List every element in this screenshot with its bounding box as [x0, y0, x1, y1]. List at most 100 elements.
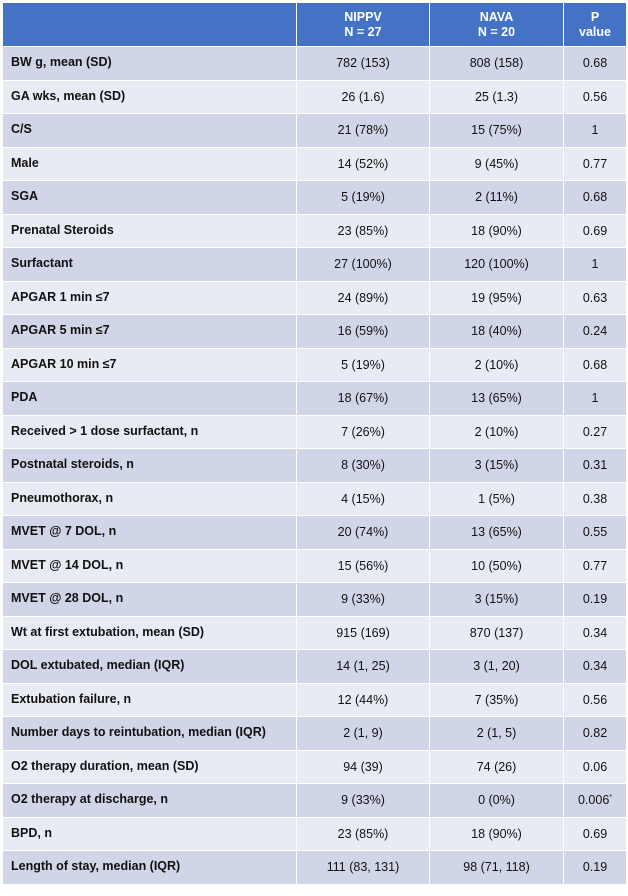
p-value-text: 0.77 — [582, 558, 608, 573]
row-label: SGA — [2, 180, 297, 215]
row-label: Surfactant — [2, 247, 297, 282]
nippv-cell: 23 (85%) — [296, 816, 430, 851]
row-label: DOL extubated, median (IQR) — [2, 649, 297, 684]
table-row: Male 14 (52%) 9 (45%) 0.77 — [2, 146, 627, 181]
table-row: Surfactant 27 (100%) 120 (100%) 1 — [2, 247, 627, 282]
nippv-cell: 24 (89%) — [296, 280, 430, 315]
p-value-cell: 0.77 — [563, 548, 627, 583]
nava-cell: 13 (65%) — [429, 381, 564, 416]
nippv-cell: 5 (19%) — [296, 180, 430, 215]
table-row: Length of stay, median (IQR) 111 (83, 13… — [2, 850, 627, 885]
p-value-text: 0.38 — [582, 491, 608, 506]
table-row: Wt at first extubation, mean (SD) 915 (1… — [2, 615, 627, 650]
row-label: APGAR 1 min ≤7 — [2, 280, 297, 315]
table-row: Prenatal Steroids 23 (85%) 18 (90%) 0.69 — [2, 213, 627, 248]
row-label: MVET @ 7 DOL, n — [2, 515, 297, 550]
nava-cell: 25 (1.3) — [429, 79, 564, 114]
p-value-cell: 1 — [563, 113, 627, 148]
p-value-cell: 0.34 — [563, 649, 627, 684]
p-value-cell: 0.006* — [563, 783, 627, 818]
nava-cell: 2 (10%) — [429, 414, 564, 449]
header-nava-name: NAVA — [479, 9, 514, 24]
p-value-cell: 0.69 — [563, 816, 627, 851]
header-nippv-name: NIPPV — [344, 9, 382, 24]
nava-cell: 19 (95%) — [429, 280, 564, 315]
row-label: MVET @ 28 DOL, n — [2, 582, 297, 617]
nippv-cell: 111 (83, 131) — [296, 850, 430, 885]
row-label: Prenatal Steroids — [2, 213, 297, 248]
p-value-text: 0.31 — [582, 458, 608, 473]
nava-cell: 1 (5%) — [429, 481, 564, 516]
table-row: Pneumothorax, n 4 (15%) 1 (5%) 0.38 — [2, 481, 627, 516]
row-label: Received > 1 dose surfactant, n — [2, 414, 297, 449]
p-value-text: 1 — [591, 123, 599, 138]
row-label: Pneumothorax, n — [2, 481, 297, 516]
nippv-cell: 15 (56%) — [296, 548, 430, 583]
header-nava: NAVA N = 20 — [429, 2, 564, 47]
nippv-cell: 9 (33%) — [296, 582, 430, 617]
row-label: APGAR 5 min ≤7 — [2, 314, 297, 349]
row-label: BW g, mean (SD) — [2, 46, 297, 81]
nippv-cell: 2 (1, 9) — [296, 716, 430, 751]
nippv-cell: 7 (26%) — [296, 414, 430, 449]
p-value-cell: 0.38 — [563, 481, 627, 516]
p-value-text: 0.56 — [582, 89, 608, 104]
table-row: Extubation failure, n 12 (44%) 7 (35%) 0… — [2, 682, 627, 717]
p-value-cell: 0.56 — [563, 79, 627, 114]
nava-cell: 0 (0%) — [429, 783, 564, 818]
row-label: PDA — [2, 381, 297, 416]
nava-cell: 15 (75%) — [429, 113, 564, 148]
p-value-cell: 0.34 — [563, 615, 627, 650]
p-value-text: 0.69 — [582, 826, 608, 841]
nava-cell: 120 (100%) — [429, 247, 564, 282]
p-value-text: 0.34 — [582, 659, 608, 674]
nava-cell: 2 (10%) — [429, 347, 564, 382]
p-value-cell: 0.77 — [563, 146, 627, 181]
p-value-cell: 0.19 — [563, 850, 627, 885]
nippv-cell: 23 (85%) — [296, 213, 430, 248]
p-value-text: 0.55 — [582, 525, 608, 540]
p-value-text: 0.68 — [582, 357, 608, 372]
nippv-cell: 14 (52%) — [296, 146, 430, 181]
p-value-cell: 0.27 — [563, 414, 627, 449]
nippv-cell: 782 (153) — [296, 46, 430, 81]
row-label: GA wks, mean (SD) — [2, 79, 297, 114]
nippv-cell: 18 (67%) — [296, 381, 430, 416]
header-row: NIPPV N = 27 NAVA N = 20 P value — [2, 2, 627, 47]
p-value-text: 0.34 — [582, 625, 608, 640]
p-value-cell: 0.31 — [563, 448, 627, 483]
nippv-cell: 27 (100%) — [296, 247, 430, 282]
row-label: O2 therapy at discharge, n — [2, 783, 297, 818]
header-p-line1: P — [590, 9, 600, 24]
p-value-cell: 0.82 — [563, 716, 627, 751]
p-value-text: 0.69 — [582, 223, 608, 238]
p-value-text: 0.68 — [582, 190, 608, 205]
p-value-cell: 0.55 — [563, 515, 627, 550]
nava-cell: 2 (1, 5) — [429, 716, 564, 751]
row-label: Extubation failure, n — [2, 682, 297, 717]
p-value-cell: 0.06 — [563, 749, 627, 784]
table-row: GA wks, mean (SD) 26 (1.6) 25 (1.3) 0.56 — [2, 79, 627, 114]
nava-cell: 98 (71, 118) — [429, 850, 564, 885]
nava-cell: 3 (15%) — [429, 448, 564, 483]
p-value-cell: 0.19 — [563, 582, 627, 617]
p-value-text: 0.63 — [582, 290, 608, 305]
p-value-mark: * — [609, 794, 612, 802]
nava-cell: 18 (90%) — [429, 816, 564, 851]
p-value-cell: 0.68 — [563, 46, 627, 81]
row-label: Length of stay, median (IQR) — [2, 850, 297, 885]
table-row: APGAR 5 min ≤7 16 (59%) 18 (40%) 0.24 — [2, 314, 627, 349]
nava-cell: 2 (11%) — [429, 180, 564, 215]
table-row: BPD, n 23 (85%) 18 (90%) 0.69 — [2, 816, 627, 851]
p-value-cell: 0.24 — [563, 314, 627, 349]
table-row: Postnatal steroids, n 8 (30%) 3 (15%) 0.… — [2, 448, 627, 483]
table-row: DOL extubated, median (IQR) 14 (1, 25) 3… — [2, 649, 627, 684]
p-value-text: 0.006 — [577, 793, 610, 808]
row-label: C/S — [2, 113, 297, 148]
header-characteristic — [2, 2, 297, 47]
nippv-cell: 9 (33%) — [296, 783, 430, 818]
table-row: APGAR 1 min ≤7 24 (89%) 19 (95%) 0.63 — [2, 280, 627, 315]
p-value-cell: 0.63 — [563, 280, 627, 315]
nippv-cell: 21 (78%) — [296, 113, 430, 148]
p-value-cell: 0.56 — [563, 682, 627, 717]
